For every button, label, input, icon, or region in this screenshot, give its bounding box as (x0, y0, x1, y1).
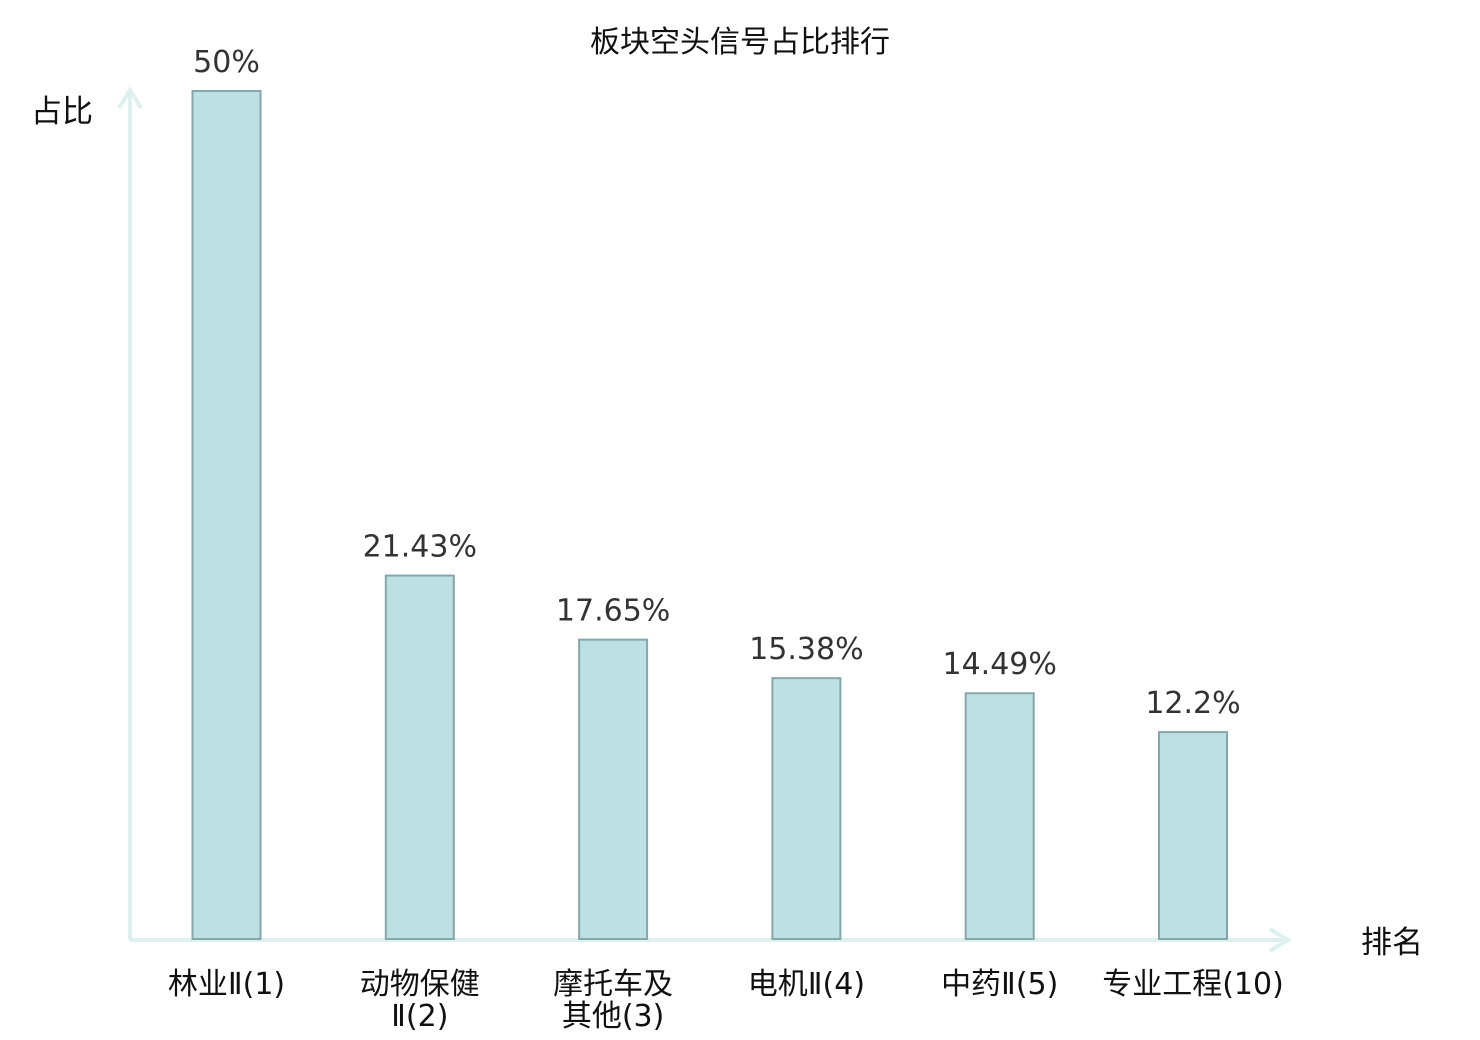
category-tick-label: 林业Ⅱ(1) (168, 967, 285, 1002)
category-tick-label: 专业工程(10) (1102, 967, 1284, 1002)
bar (964, 692, 1035, 940)
data-label: 15.38% (749, 632, 863, 667)
data-label: 21.43% (363, 530, 477, 565)
x-axis-label: 排名 (1361, 925, 1423, 961)
category-tick-label: 其他(3) (562, 999, 665, 1034)
category-tick-label: Ⅱ(2) (391, 999, 448, 1034)
x-axis (130, 927, 1292, 953)
bar (191, 90, 262, 940)
bar-series (191, 90, 1228, 941)
data-label: 12.2% (1145, 686, 1240, 721)
data-label: 14.49% (943, 647, 1057, 682)
chart-title: 板块空头信号占比排行 (590, 25, 890, 60)
data-label: 17.65% (556, 594, 670, 629)
category-tick-label: 电机Ⅱ(4) (748, 967, 865, 1002)
bar (1158, 731, 1228, 941)
y-axis (117, 86, 143, 940)
category-tick-label: 动物保健 (360, 967, 480, 1002)
bar (771, 677, 842, 940)
y-axis-arrow-icon (117, 86, 143, 110)
data-labels: 50% 21.43% 17.65% 15.38% 14.49% 12.2% (193, 45, 1241, 721)
bar (384, 574, 455, 940)
x-axis-arrow-icon (1268, 927, 1292, 953)
y-axis-label: 占比 (31, 94, 93, 130)
category-tick-label: 摩托车及 (553, 967, 673, 1002)
category-tick-label: 中药Ⅱ(5) (941, 967, 1058, 1002)
bar (578, 638, 649, 940)
data-label: 50% (193, 45, 260, 80)
